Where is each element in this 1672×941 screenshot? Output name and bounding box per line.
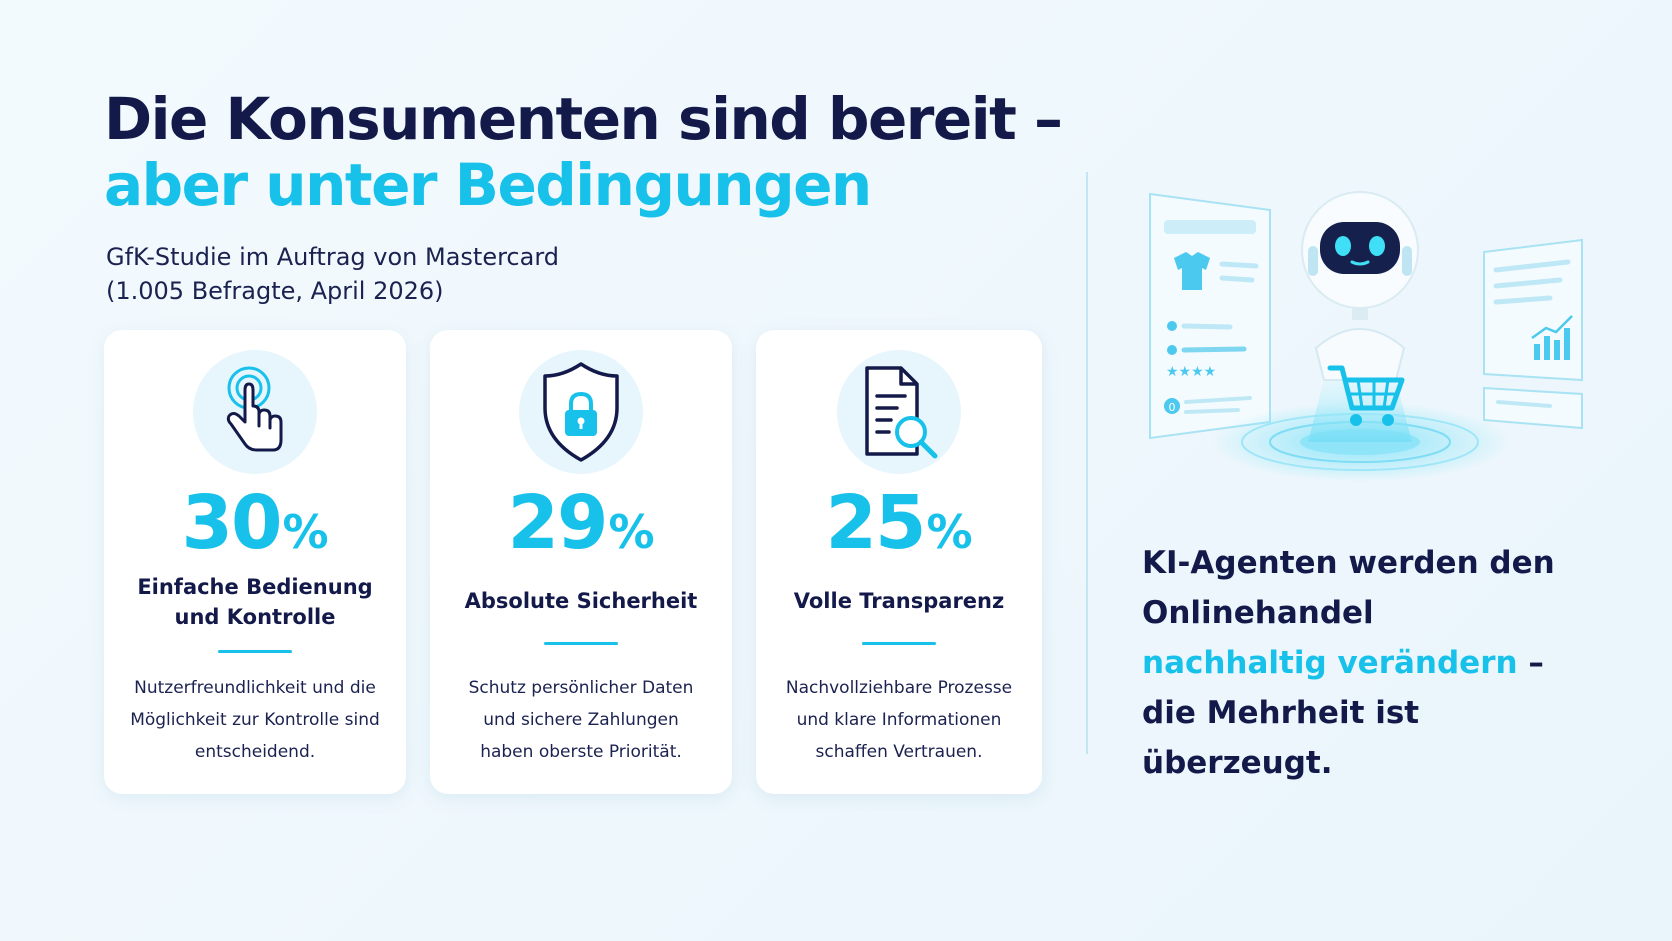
stat-number: 29: [507, 480, 608, 566]
stat-description: Nachvollziehbare Prozesse und klare Info…: [776, 672, 1022, 768]
headline-line-1: Die Konsumenten sind bereit –: [104, 85, 1063, 153]
study-source: GfK-Studie im Auftrag von Mastercard (1.…: [106, 240, 559, 308]
stat-description-line-3: haben oberste Priorität.: [480, 742, 682, 762]
stat-description-line-1: Nutzerfreundlichkeit und die: [134, 678, 376, 698]
headline: Die Konsumenten sind bereit – aber unter…: [104, 85, 1063, 219]
stat-label: Einfache Bedienung und Kontrolle: [114, 572, 396, 632]
stat-label: Volle Transparenz: [766, 586, 1032, 616]
stat-description-line-3: schaffen Vertrauen.: [815, 742, 983, 762]
shield-lock-icon: [519, 350, 643, 474]
stat-unit: %: [282, 505, 329, 559]
stat-description-line-3: entscheidend.: [194, 742, 316, 762]
stat-label-line-1: Einfache Bedienung: [137, 575, 373, 599]
stat-number: 30: [181, 480, 282, 566]
stat-description-line-2: Möglichkeit zur Kontrolle sind: [130, 710, 380, 730]
key-claim: KI-Agenten werden den Onlinehandel nachh…: [1142, 538, 1562, 788]
rating-stars: ★★★★: [1166, 364, 1216, 380]
stat-description-line-1: Nachvollziehbare Prozesse: [785, 678, 1013, 698]
study-source-line-1: GfK-Studie im Auftrag von Mastercard: [106, 243, 559, 271]
key-claim-highlight: nachhaltig verändern: [1142, 645, 1518, 681]
stat-unit: %: [926, 505, 973, 559]
stat-description-line-1: Schutz persönlicher Daten: [468, 678, 694, 698]
stat-description-line-2: und klare Informationen: [796, 710, 1002, 730]
stat-label-line-2: und Kontrolle: [174, 605, 336, 629]
stat-number: 25: [825, 480, 926, 566]
product-panel: ★★★★ 0: [1149, 192, 1271, 440]
accent-divider: [544, 642, 618, 645]
touch-hand-icon: [193, 350, 317, 474]
stat-label-line-1: Absolute Sicherheit: [464, 589, 698, 613]
badge-count: 0: [1169, 401, 1176, 414]
stat-label-line-1: Volle Transparenz: [793, 589, 1005, 613]
stat-value: 25%: [756, 480, 1042, 566]
stat-label: Absolute Sicherheit: [440, 586, 722, 616]
stat-value: 30%: [104, 480, 406, 566]
document-search-icon: [837, 350, 961, 474]
shopping-cart-icon: [1327, 365, 1405, 426]
headline-line-2: aber unter Bedingungen: [104, 151, 872, 219]
stat-value: 29%: [430, 480, 732, 566]
stat-card-transparency: 25% Volle Transparenz Nachvollziehbare P…: [756, 330, 1042, 794]
stat-unit: %: [608, 505, 655, 559]
accent-divider: [218, 650, 292, 653]
study-source-line-2: (1.005 Befragte, April 2026): [106, 277, 444, 305]
key-claim-part-2: – die Mehrheit ist überzeugt.: [1142, 645, 1544, 781]
key-claim-part-1: KI-Agenten werden den Onlinehandel: [1142, 545, 1555, 631]
vertical-divider: [1086, 172, 1088, 754]
accent-divider: [862, 642, 936, 645]
stat-description-line-2: und sichere Zahlungen: [483, 710, 679, 730]
stat-description: Schutz persönlicher Daten und sichere Za…: [450, 672, 712, 768]
robot-shopping-cart-illustration: ★★★★ 0: [1130, 180, 1590, 510]
stat-card-usability: 30% Einfache Bedienung und Kontrolle Nut…: [104, 330, 406, 794]
stat-card-security: 29% Absolute Sicherheit Schutz persönlic…: [430, 330, 732, 794]
analytics-panel: [1483, 238, 1583, 430]
robot-figure: [1301, 191, 1419, 381]
stat-description: Nutzerfreundlichkeit und die Möglichkeit…: [124, 672, 386, 768]
